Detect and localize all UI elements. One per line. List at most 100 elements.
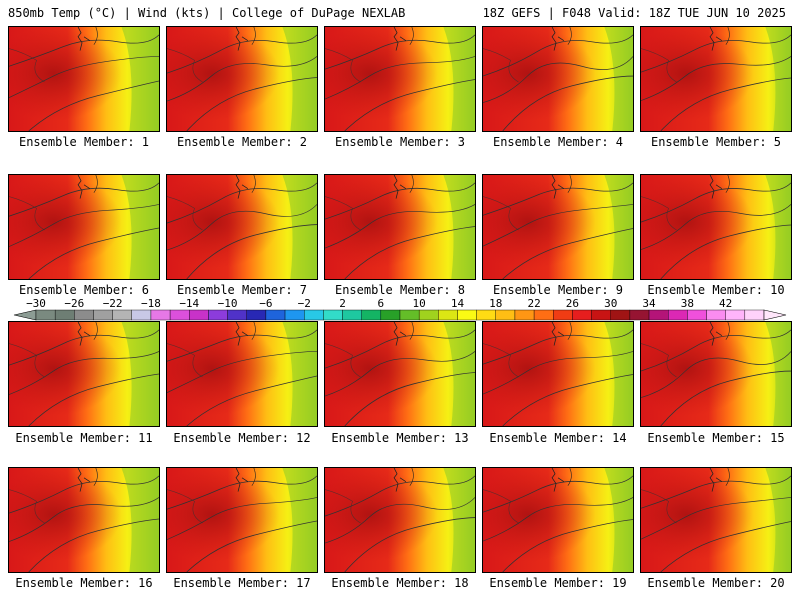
ensemble-member-label: Ensemble Member: 12	[173, 431, 311, 445]
colorbar-segment	[380, 309, 401, 321]
colorbar-segment	[399, 309, 420, 321]
ensemble-member-map-1	[8, 26, 160, 132]
ensemble-member-label: Ensemble Member: 13	[331, 431, 469, 445]
colorbar-segment	[169, 309, 190, 321]
ensemble-member-map-5	[640, 26, 792, 132]
colorbar-segment	[189, 309, 209, 321]
ensemble-member-label: Ensemble Member: 7	[176, 283, 308, 297]
colorbar-tick-label: −6	[259, 297, 273, 310]
colorbar-segment	[629, 309, 650, 321]
ensemble-member-label: Ensemble Member: 20	[647, 576, 785, 590]
colorbar-tick-labels: −30 −26 −22 −18 −14 −10 −6 −2 2 6 10 14 18 22 26 30 34 38…	[0, 297, 800, 310]
colorbar-segment	[476, 309, 496, 321]
ensemble-member-label: Ensemble Member: 10	[647, 283, 785, 297]
ensemble-member-label: Ensemble Member: 16	[15, 576, 153, 590]
map-title: 850mb Temp (°C) | Wind (kts) | College o…	[8, 6, 406, 20]
ensemble-member-map-13	[324, 321, 476, 427]
ensemble-member-map-19	[482, 467, 634, 573]
colorbar-tick-label: 22	[527, 297, 541, 310]
ensemble-member-map-4	[482, 26, 634, 132]
temperature-colorbar	[13, 309, 787, 321]
ensemble-member-label: Ensemble Member: 1	[18, 135, 150, 149]
ensemble-member-map-6	[8, 174, 160, 280]
ensemble-member-map-15	[640, 321, 792, 427]
colorbar-tick-label: −22	[102, 297, 123, 310]
colorbar-segment	[112, 309, 132, 321]
colorbar-tick-label: 30	[604, 297, 618, 310]
colorbar-tick-label: −2	[297, 297, 311, 310]
colorbar-tick-label: −10	[217, 297, 238, 310]
colorbar-segment	[687, 309, 707, 321]
colorbar-segment	[572, 309, 592, 321]
colorbar-tick-label: −14	[179, 297, 200, 310]
ensemble-member-label: Ensemble Member: 6	[18, 283, 150, 297]
colorbar-tick-label: 38	[680, 297, 694, 310]
colorbar-tick-label: 18	[489, 297, 503, 310]
colorbar-tick-label: 26	[565, 297, 580, 310]
ensemble-member-map-3	[324, 26, 476, 132]
ensemble-member-map-17	[166, 467, 318, 573]
colorbar-segment	[457, 309, 477, 321]
colorbar-segment	[227, 309, 247, 321]
colorbar-tick-label: −26	[64, 297, 85, 310]
colorbar-segment	[361, 309, 382, 321]
colorbar-segment	[610, 309, 631, 321]
ensemble-member-map-10	[640, 174, 792, 280]
colorbar-tick-label: 42	[719, 297, 733, 310]
colorbar-segment	[514, 309, 535, 321]
ensemble-member-label: Ensemble Member: 14	[489, 431, 627, 445]
ensemble-member-map-12	[166, 321, 318, 427]
ensemble-member-map-20	[640, 467, 792, 573]
colorbar-segment	[725, 309, 746, 321]
ensemble-member-label: Ensemble Member: 8	[334, 283, 466, 297]
colorbar-segment	[533, 309, 554, 321]
ensemble-member-label: Ensemble Member: 4	[492, 135, 624, 149]
colorbar-tick-label: 34	[642, 297, 656, 310]
ensemble-member-label: Ensemble Member: 5	[650, 135, 782, 149]
colorbar-segment	[438, 309, 458, 321]
colorbar-segment	[323, 309, 343, 321]
colorbar-segment	[93, 309, 113, 321]
colorbar-segment	[342, 309, 362, 321]
colorbar-segment	[246, 309, 267, 321]
colorbar-segment	[150, 309, 171, 321]
colorbar-min-arrow	[13, 309, 37, 321]
colorbar-tick-label: −18	[141, 297, 161, 310]
colorbar-tick-label: 2	[339, 297, 346, 310]
ensemble-member-label: Ensemble Member: 15	[647, 431, 785, 445]
ensemble-member-label: Ensemble Member: 3	[334, 135, 466, 149]
colorbar-segment	[284, 309, 305, 321]
ensemble-member-map-8	[324, 174, 476, 280]
ensemble-member-label: Ensemble Member: 18	[331, 576, 469, 590]
colorbar-segment	[553, 309, 573, 321]
colorbar-segment	[648, 309, 669, 321]
ensemble-member-label: Ensemble Member: 19	[489, 576, 627, 590]
colorbar-segment	[54, 309, 75, 321]
colorbar-segment	[495, 309, 516, 321]
colorbar-segment	[265, 309, 286, 321]
ensemble-member-label: Ensemble Member: 11	[15, 431, 153, 445]
ensemble-member-label: Ensemble Member: 9	[492, 283, 624, 297]
colorbar-tick-label: 6	[377, 297, 385, 310]
colorbar-segment	[706, 309, 726, 321]
ensemble-member-map-7	[166, 174, 318, 280]
ensemble-member-map-2	[166, 26, 318, 132]
ensemble-member-map-18	[324, 467, 476, 573]
colorbar-tick-label: −30	[26, 297, 46, 310]
colorbar-max-arrow	[763, 309, 787, 321]
ensemble-member-map-9	[482, 174, 634, 280]
colorbar-segment	[131, 309, 152, 321]
colorbar-segment	[418, 309, 439, 321]
ensemble-member-map-14	[482, 321, 634, 427]
colorbar-segment	[74, 309, 94, 321]
ensemble-member-label: Ensemble Member: 2	[176, 135, 308, 149]
colorbar-tick-label: 14	[450, 297, 465, 310]
colorbar-segment	[208, 309, 228, 321]
colorbar-tick-label: 10	[412, 297, 426, 310]
colorbar-segment	[591, 309, 611, 321]
ensemble-member-map-16	[8, 467, 160, 573]
colorbar-segment	[668, 309, 688, 321]
colorbar-segment	[744, 309, 765, 321]
colorbar-segment	[35, 309, 56, 321]
ensemble-member-map-11	[8, 321, 160, 427]
